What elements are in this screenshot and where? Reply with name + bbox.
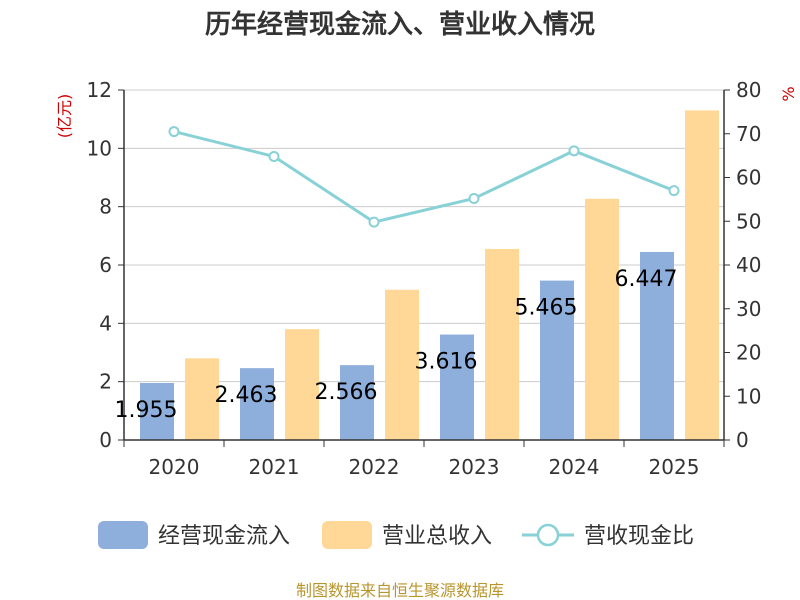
legend[interactable]: 经营现金流入 营业总收入 营收现金比 [98, 521, 694, 549]
bar-inflow-2020[interactable] [140, 382, 174, 440]
ratio-line [168, 126, 680, 228]
data-label-inflow-2022: 2.566 [315, 380, 378, 405]
data-label-inflow-2023: 3.616 [415, 350, 478, 375]
bar-revenue-2022[interactable] [385, 289, 419, 440]
y-right-tick-label: 0 [736, 428, 749, 452]
bar-revenue-2025[interactable] [685, 110, 719, 441]
y-left-tick-label: 0 [99, 428, 112, 452]
data-label-inflow-2020: 1.955 [115, 398, 178, 423]
bar-inflow-2023[interactable] [440, 334, 474, 440]
legend-label-ratio[interactable]: 营收现金比 [584, 524, 694, 549]
x-tick-label: 2020 [149, 455, 200, 479]
bars [140, 110, 719, 441]
y-right-tick-label: 30 [736, 297, 761, 321]
bar-revenue-2023[interactable] [485, 248, 519, 440]
axes: 0 2 4 6 8 10 12 0 10 20 30 40 50 60 70 80 2020 2021 2022 20… [55, 78, 798, 479]
data-label-inflow-2024: 5.465 [515, 296, 578, 321]
legend-swatch-inflow[interactable] [98, 521, 148, 549]
source-note: 制图数据来自恒生聚源数据库 [296, 581, 504, 600]
ratio-point-2025[interactable] [668, 185, 680, 197]
bar-inflow-2025[interactable] [640, 251, 674, 440]
y-left-tick-label: 8 [99, 195, 112, 219]
y-right-tick-label: 20 [736, 341, 761, 365]
y-right-tick-label: 80 [736, 78, 761, 102]
chart-title: 历年经营现金流入、营业收入情况 [205, 9, 595, 40]
legend-label-revenue[interactable]: 营业总收入 [382, 524, 492, 549]
y-right-tick-label: 40 [736, 253, 761, 277]
x-tick-label: 2023 [449, 455, 500, 479]
y-left-tick-label: 4 [99, 311, 112, 335]
y-right-tick-label: 70 [736, 122, 761, 146]
y-left-tick-label: 2 [99, 370, 112, 394]
bar-revenue-2024[interactable] [585, 198, 619, 440]
ratio-point-2022[interactable] [368, 216, 380, 228]
bar-inflow-2021[interactable] [240, 368, 274, 440]
x-tick-label: 2021 [249, 455, 300, 479]
ratio-point-2024[interactable] [568, 145, 580, 157]
y-right-tick-label: 10 [736, 384, 761, 408]
bar-revenue-2021[interactable] [285, 329, 319, 440]
data-label-inflow-2021: 2.463 [215, 383, 278, 408]
y-left-tick-label: 6 [99, 253, 112, 277]
y-right-unit: % [779, 86, 798, 101]
y-left-tick-label: 12 [87, 78, 112, 102]
data-labels: 1.955 2.463 2.566 3.616 5.465 6.447 [115, 267, 678, 423]
legend-label-inflow[interactable]: 经营现金流入 [158, 524, 290, 549]
y-right-tick-label: 60 [736, 166, 761, 190]
data-label-inflow-2025: 6.447 [615, 267, 678, 292]
bar-revenue-2020[interactable] [185, 358, 219, 440]
y-right-tick-label: 50 [736, 209, 761, 233]
x-tick-label: 2025 [649, 455, 700, 479]
ratio-line-path [173, 130, 675, 224]
ratio-point-2021[interactable] [268, 151, 280, 162]
bar-inflow-2024[interactable] [540, 280, 574, 440]
ratio-point-2020[interactable] [168, 126, 180, 138]
x-tick-label: 2024 [549, 455, 600, 479]
bar-inflow-2022[interactable] [340, 365, 374, 440]
grid [124, 89, 724, 383]
y-left-tick-label: 10 [87, 136, 112, 160]
x-tick-label: 2022 [349, 455, 400, 479]
legend-swatch-revenue[interactable] [322, 521, 372, 549]
ratio-point-2023[interactable] [468, 193, 480, 204]
legend-swatch-ratio-marker[interactable] [536, 523, 560, 547]
y-left-unit: (亿元) [55, 94, 74, 139]
